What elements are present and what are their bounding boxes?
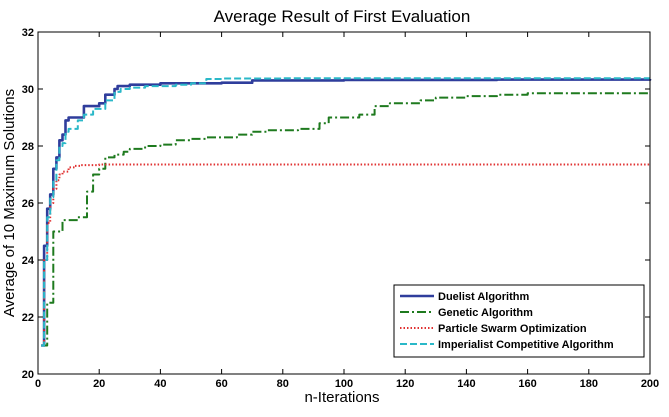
series-line xyxy=(41,77,650,347)
x-tick-label: 140 xyxy=(457,378,475,390)
series-line xyxy=(41,92,650,347)
x-tick-label: 180 xyxy=(580,378,598,390)
series-line xyxy=(41,163,650,347)
x-tick-label: 160 xyxy=(518,378,536,390)
y-tick-label: 26 xyxy=(22,198,34,210)
legend-box xyxy=(393,284,645,358)
y-axis-label: Average of 10 Maximum Solutions xyxy=(1,89,18,317)
legend: Duelist Algorithm Genetic Algorithm Partic… xyxy=(393,284,645,358)
x-tick-label: 200 xyxy=(641,378,659,390)
x-axis-label: n-Iterations xyxy=(304,389,379,406)
y-tick-label: 22 xyxy=(22,312,34,324)
x-tick-label: 60 xyxy=(215,378,227,390)
chart-title: Average Result of First Evaluation xyxy=(214,7,471,26)
legend-label: Particle Swarm Optimization xyxy=(438,323,587,335)
legend-label: Imperialist Competitive Algorithm xyxy=(438,339,614,351)
legend-items: Duelist Algorithm Genetic Algorithm Partic… xyxy=(400,291,614,351)
y-tick-label: 20 xyxy=(22,369,34,381)
y-tick-label: 32 xyxy=(22,27,34,39)
plot-frame xyxy=(37,31,651,375)
y-tick-label: 30 xyxy=(22,84,34,96)
y-tick-label: 24 xyxy=(22,255,35,267)
legend-label: Duelist Algorithm xyxy=(438,291,529,303)
series-lines xyxy=(41,77,652,347)
legend-label: Genetic Algorithm xyxy=(438,307,533,319)
x-tick-label: 20 xyxy=(93,378,105,390)
x-tick-label: 80 xyxy=(277,378,289,390)
x-tick-label: 0 xyxy=(35,378,41,390)
y-tick-label: 28 xyxy=(22,141,34,153)
axis-ticks: 0 20 40 60 80 100 120 140 160 180 2002022242628303… xyxy=(22,27,659,390)
x-tick-label: 100 xyxy=(335,378,353,390)
x-tick-label: 40 xyxy=(154,378,166,390)
x-tick-label: 120 xyxy=(396,378,414,390)
